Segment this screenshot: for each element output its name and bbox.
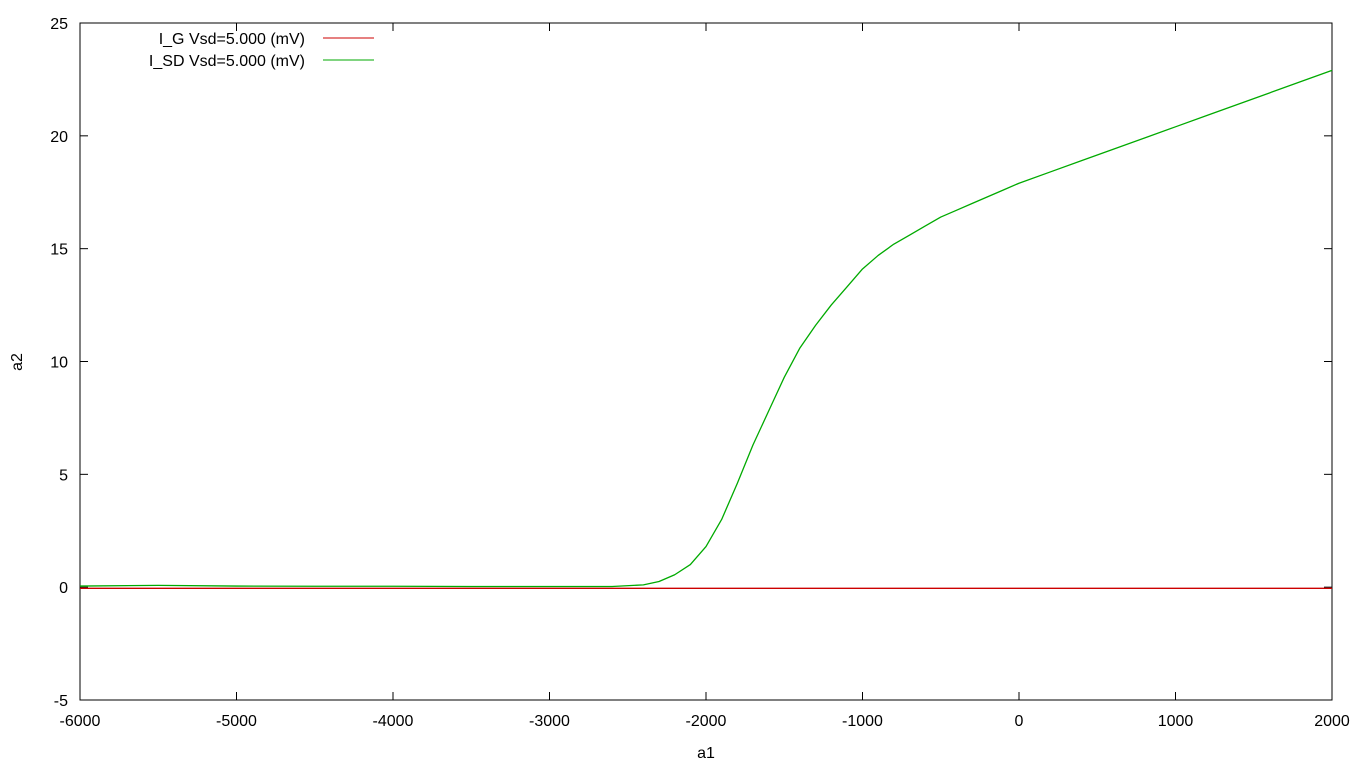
y-tick-label: 5 (59, 467, 68, 484)
y-axis-ticks: -5 0 5 10 15 20 25 (50, 16, 1332, 710)
y-tick-label: 25 (50, 16, 68, 33)
x-tick-label: -1000 (842, 713, 883, 730)
x-tick-label: 2000 (1314, 713, 1350, 730)
x-tick-label: 1000 (1158, 713, 1194, 730)
x-tick-label: -4000 (373, 713, 414, 730)
x-tick-label: -3000 (529, 713, 570, 730)
y-tick-label: 10 (50, 355, 68, 372)
plot-area-border (79, 22, 1333, 701)
x-tick-label: -5000 (216, 713, 257, 730)
y-tick-label: -5 (54, 693, 68, 710)
series-lines (79, 69, 1333, 589)
y-tick-label: 0 (59, 580, 68, 597)
plot-frame (79, 22, 1333, 701)
legend-label-i-sd: I_SD Vsd=5.000 (mV) (149, 53, 305, 70)
x-axis-ticks: -6000 -5000 -4000 -3000 -2000 -1000 0 1000 2000 (60, 23, 1350, 730)
series-line-i-sd (79, 69, 1333, 588)
y-axis-label: a2 (9, 353, 26, 371)
legend-label-i-g: I_G Vsd=5.000 (mV) (159, 31, 305, 48)
legend: I_G Vsd=5.000 (mV) I_SD Vsd=5.000 (mV) (149, 31, 374, 70)
x-tick-label: 0 (1015, 713, 1024, 730)
x-tick-label: -2000 (686, 713, 727, 730)
x-tick-label: -6000 (60, 713, 101, 730)
y-tick-label: 15 (50, 242, 68, 259)
y-tick-label: 20 (50, 129, 68, 146)
x-axis-label: a1 (697, 745, 715, 762)
